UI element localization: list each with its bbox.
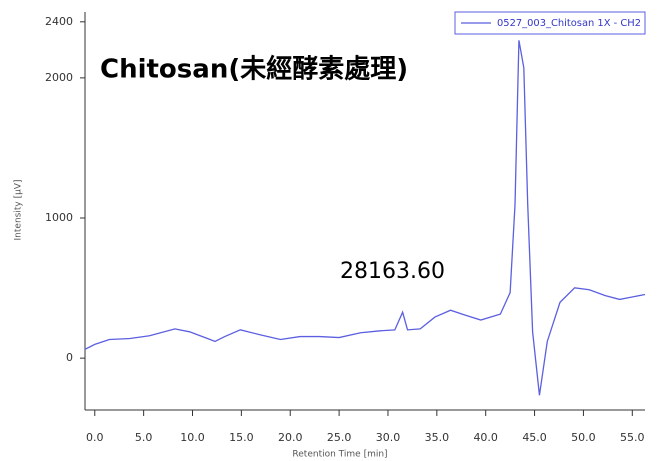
data-line [84,40,646,396]
x-tick-label: 50.0 [571,431,596,444]
y-tick-label: 2000 [45,71,73,84]
legend-box [454,11,646,35]
x-tick-label: 10.0 [180,431,205,444]
annotation: 28163.60 [340,259,445,284]
x-axis-label: Retention Time [min] [292,450,387,460]
legend-label: 0527_003_Chitosan 1X - CH2 [497,18,641,29]
x-tick-label: 45.0 [522,431,547,444]
x-tick-label: 15.0 [229,431,254,444]
y-axis-label: Intensity [µV] [14,180,24,241]
y-tick-label: 1000 [45,211,73,224]
x-tick-label: 20.0 [278,431,303,444]
y-tick-label: 2400 [45,15,73,28]
x-tick-label: 0.0 [86,431,104,444]
x-tick-label: 25.0 [327,431,352,444]
chart-title: Chitosan(未經酵素處理) [100,54,408,85]
x-tick-label: 35.0 [425,431,450,444]
y-tick-label: 0 [66,351,73,364]
x-tick-label: 40.0 [473,431,498,444]
x-tick-label: 55.0 [620,431,645,444]
x-tick-label: 30.0 [376,431,401,444]
x-tick-label: 5.0 [135,431,153,444]
